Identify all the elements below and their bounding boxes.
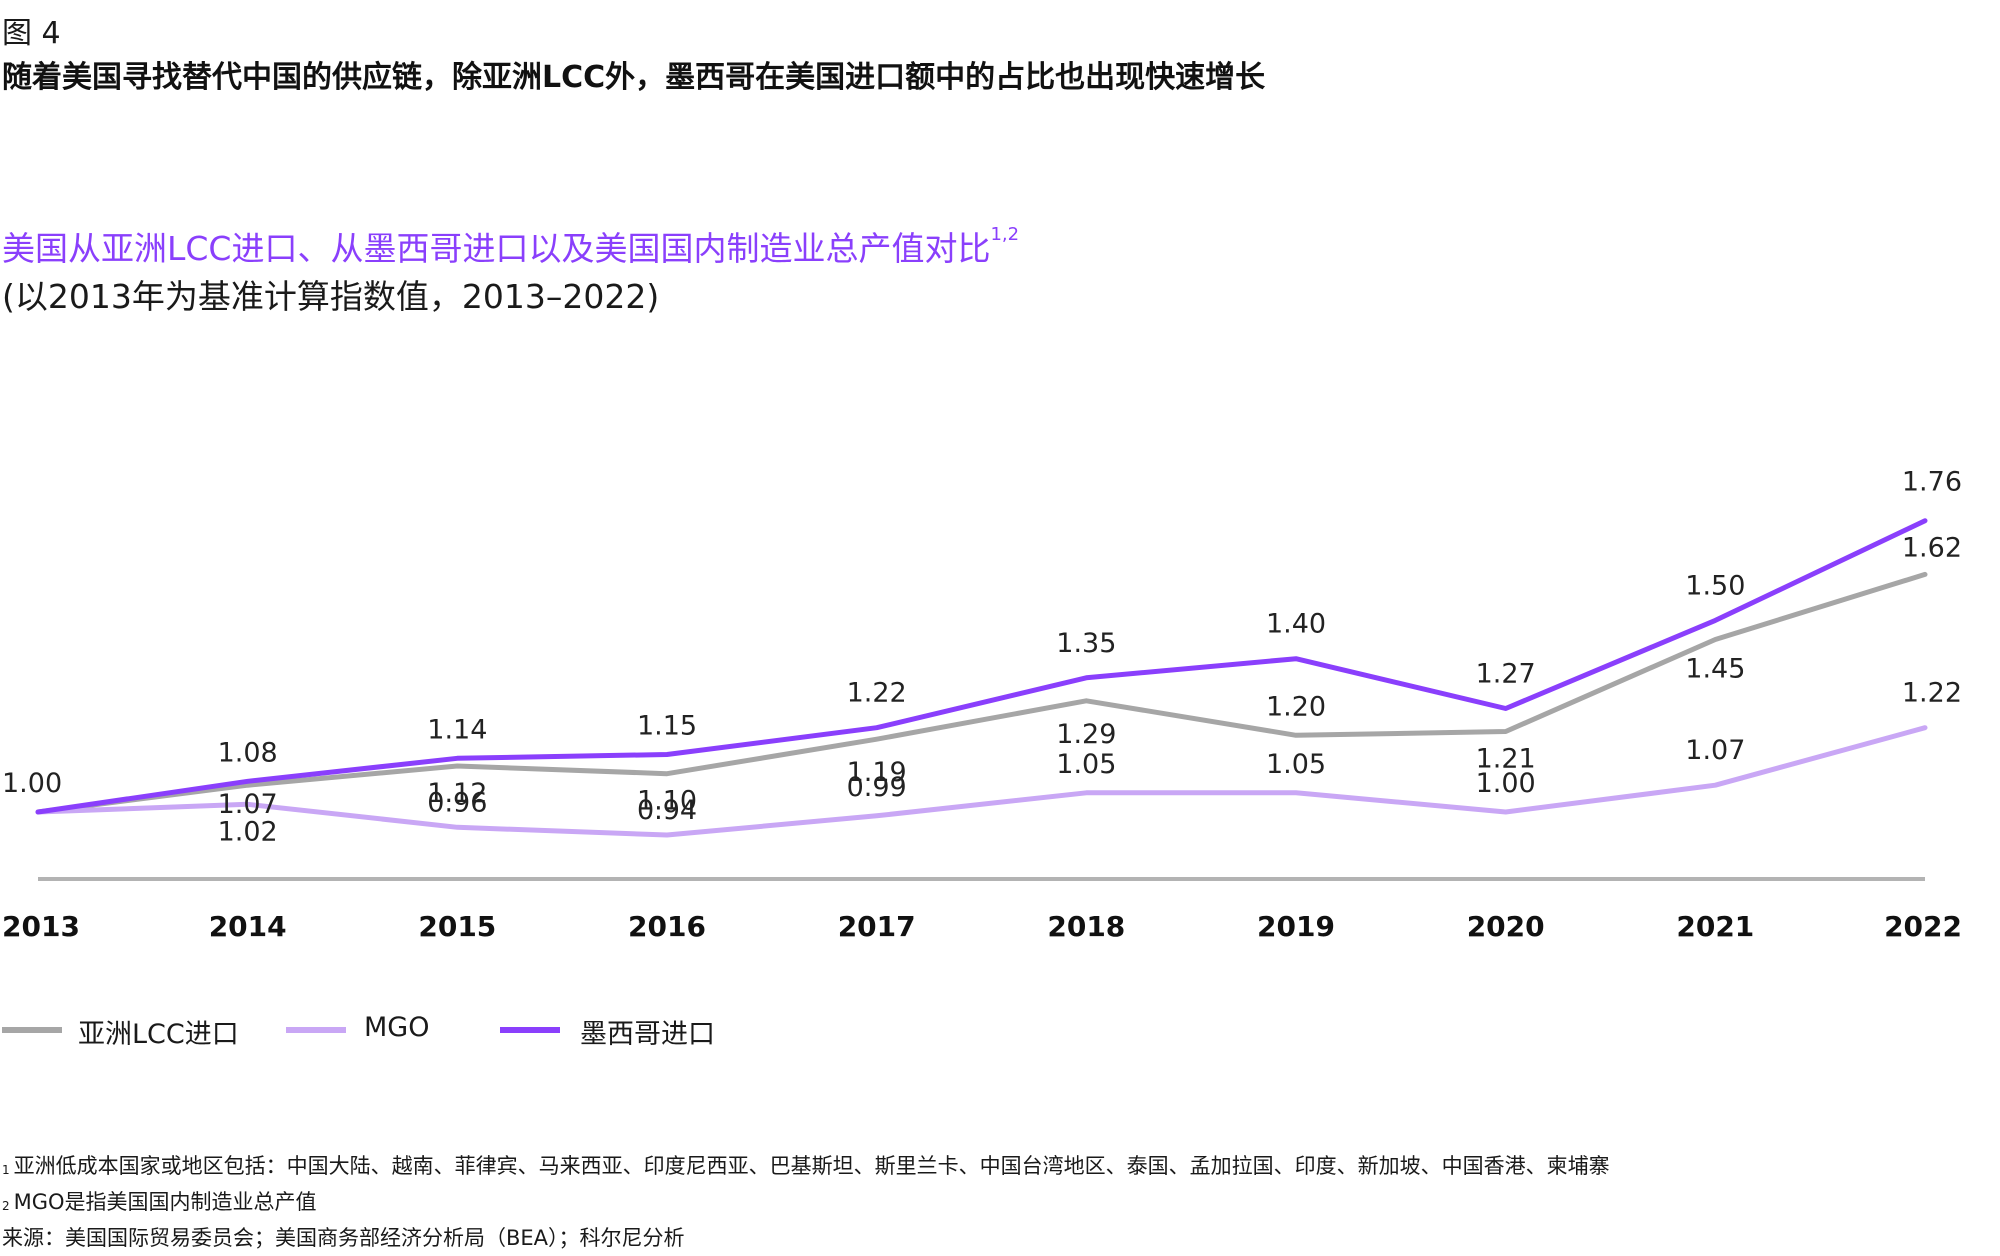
data-label-mexico-2018: 1.35 bbox=[1056, 628, 1116, 659]
data-label-mexico-2021: 1.50 bbox=[1685, 570, 1745, 601]
x-tick-label-2019: 2019 bbox=[1257, 910, 1335, 943]
x-tick-label-2013: 2013 bbox=[2, 910, 80, 943]
x-tick-label-2015: 2015 bbox=[418, 910, 496, 943]
series-line-mexico bbox=[35, 518, 1928, 815]
x-tick-label-2017: 2017 bbox=[838, 910, 916, 943]
series-line-lcc bbox=[35, 571, 1928, 815]
footnote-2-marker: 2 bbox=[2, 1199, 10, 1213]
footnotes: 1 亚洲低成本国家或地区包括：中国大陆、越南、菲律宾、马来西亚、印度尼西亚、巴基斯… bbox=[2, 1148, 1610, 1256]
x-tick-label-2018: 2018 bbox=[1047, 910, 1125, 943]
chart-subtitle: (以2013年为基准计算指数值，2013–2022) bbox=[2, 277, 660, 316]
footnote-1-marker: 1 bbox=[2, 1163, 10, 1177]
data-label-mgo-2021: 1.07 bbox=[1685, 735, 1745, 766]
footnote-2-text: MGO是指美国国内制造业总产值 bbox=[13, 1190, 317, 1214]
data-label-lcc-2014: 1.07 bbox=[218, 789, 278, 820]
data-label-mexico-2014: 1.08 bbox=[218, 737, 278, 768]
data-label-mexico-2020: 1.27 bbox=[1476, 659, 1536, 690]
data-label-mexico-2022: 1.76 bbox=[1902, 467, 1962, 498]
legend-label-mexico: 墨西哥进口 bbox=[580, 1019, 715, 1050]
data-label-mgo-2022: 1.22 bbox=[1902, 678, 1962, 709]
data-label-lcc-2019: 1.20 bbox=[1266, 691, 1326, 722]
data-label-lcc-2021: 1.45 bbox=[1685, 654, 1745, 685]
data-label-mexico-2016: 1.15 bbox=[637, 711, 697, 742]
data-label-mgo-2015: 0.96 bbox=[427, 787, 487, 818]
x-tick-label-2014: 2014 bbox=[209, 910, 287, 943]
legend-swatch-lcc bbox=[2, 1027, 62, 1033]
x-tick-label-2021: 2021 bbox=[1676, 910, 1754, 943]
data-label-mexico-2015: 1.14 bbox=[427, 714, 487, 745]
x-tick-label-2020: 2020 bbox=[1467, 910, 1545, 943]
footnote-2: 2 MGO是指美国国内制造业总产值 bbox=[2, 1184, 1610, 1220]
data-label-mexico-2017: 1.22 bbox=[847, 678, 907, 709]
series-line-mgo bbox=[35, 725, 1928, 838]
legend-swatch-mgo bbox=[286, 1027, 346, 1033]
figure-number: 图 4 bbox=[2, 16, 61, 51]
data-label-lcc-2017: 1.19 bbox=[847, 757, 907, 788]
data-label-mgo-2016: 0.94 bbox=[637, 795, 697, 826]
legend-label-mgo: MGO bbox=[364, 1012, 430, 1043]
chart-legend: 亚洲LCC进口 MGO 墨西哥进口 bbox=[0, 1010, 900, 1050]
data-label-lcc-2018: 1.29 bbox=[1056, 719, 1116, 750]
x-tick-label-2022: 2022 bbox=[1884, 910, 1962, 943]
footnote-1-text: 亚洲低成本国家或地区包括：中国大陆、越南、菲律宾、马来西亚、印度尼西亚、巴基斯坦… bbox=[13, 1154, 1610, 1178]
source-note: 来源：美国国际贸易委员会；美国商务部经济分析局（BEA）；科尔尼分析 bbox=[2, 1226, 685, 1250]
data-label-mgo-2019: 1.05 bbox=[1266, 749, 1326, 780]
data-label-lcc-2016: 1.10 bbox=[637, 786, 697, 817]
legend-label-lcc: 亚洲LCC进口 bbox=[78, 1019, 239, 1050]
chart-title: 美国从亚洲LCC进口、从墨西哥进口以及美国国内制造业总产值对比1,2 bbox=[2, 222, 1019, 270]
data-label-mgo-2020: 1.00 bbox=[1476, 768, 1536, 799]
data-label-mexico-2013: 1.00 bbox=[2, 768, 62, 799]
data-label-lcc-2022: 1.62 bbox=[1902, 532, 1962, 563]
data-label-lcc-2020: 1.21 bbox=[1476, 744, 1536, 775]
x-tick-label-2016: 2016 bbox=[628, 910, 706, 943]
data-label-mgo-2017: 0.99 bbox=[847, 772, 907, 803]
legend-swatch-mexico bbox=[500, 1027, 560, 1033]
data-label-lcc-2015: 1.12 bbox=[427, 778, 487, 809]
line-chart: 2013 2014 2015 2016 2017 2018 2019 2020 2021 2022… bbox=[2, 467, 1962, 943]
chart-title-text: 美国从亚洲LCC进口、从墨西哥进口以及美国国内制造业总产值对比 bbox=[2, 229, 991, 268]
data-label-mgo-2014: 1.02 bbox=[218, 816, 278, 847]
data-label-mexico-2019: 1.40 bbox=[1266, 609, 1326, 640]
chart-title-footnote-ref: 1,2 bbox=[990, 224, 1020, 245]
data-label-mgo-2018: 1.05 bbox=[1056, 749, 1116, 780]
figure-title: 随着美国寻找替代中国的供应链，除亚洲LCC外，墨西哥在美国进口额中的占比也出现快… bbox=[2, 60, 1266, 95]
footnote-1: 1 亚洲低成本国家或地区包括：中国大陆、越南、菲律宾、马来西亚、印度尼西亚、巴基斯… bbox=[2, 1148, 1610, 1184]
